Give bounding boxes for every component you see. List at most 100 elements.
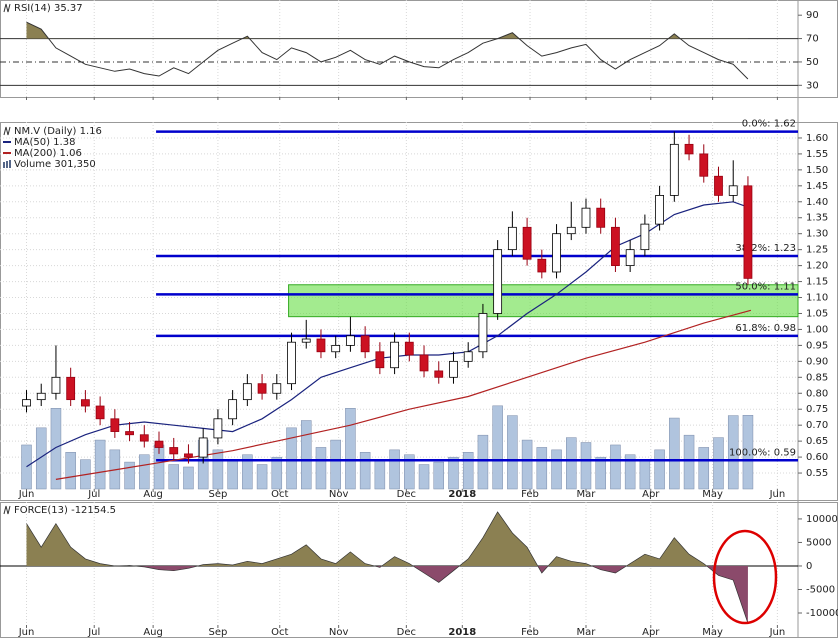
volume-bar <box>183 466 194 490</box>
candle-body <box>316 338 326 353</box>
candle-body <box>95 405 105 420</box>
volume-bar <box>271 456 283 490</box>
volume-bar <box>580 442 592 490</box>
volume-bar <box>551 449 562 490</box>
fib-label: 61.8%: 0.98 <box>735 323 796 334</box>
volume-bar <box>256 464 268 490</box>
candle-body <box>66 376 76 401</box>
candle-body <box>139 434 149 442</box>
volume-bar <box>21 444 32 490</box>
x-tick-label: 2018 <box>448 627 476 638</box>
y-tick-label: 0.80 <box>806 388 828 399</box>
candle-body <box>404 341 414 356</box>
candle-body <box>301 338 311 343</box>
ma-line <box>55 309 752 480</box>
y-tick-label: 0.60 <box>806 452 828 463</box>
legend-swatch <box>9 160 11 168</box>
x-tick-label: Aug <box>143 489 163 500</box>
legend-label: MA(50) 1.38 <box>14 137 75 148</box>
volume-bar <box>566 437 577 490</box>
y-tick-label: 1.40 <box>806 197 828 208</box>
candle-body <box>125 431 134 436</box>
y-tick-label: 1.50 <box>806 165 828 176</box>
x-tick-label: Feb <box>521 489 539 500</box>
y-tick-label: 0 <box>806 561 812 572</box>
candle-body <box>36 392 46 401</box>
volume-bar <box>654 449 665 490</box>
candle-body <box>625 249 635 267</box>
candle-body <box>272 383 282 394</box>
candle-body <box>390 341 399 369</box>
volume-bar <box>462 452 474 490</box>
y-tick-label: 0.70 <box>806 420 828 431</box>
panel-title: NM.V (Daily) 1.16 <box>14 126 102 137</box>
y-tick-label: 1.20 <box>806 261 828 272</box>
y-tick-label: 0.75 <box>806 404 828 415</box>
panel-icon <box>3 126 11 136</box>
x-tick-label: Jun <box>18 489 35 500</box>
x-tick-label: Oct <box>271 489 288 500</box>
candle-body <box>154 440 164 448</box>
candle-body <box>110 418 120 432</box>
volume-bar <box>168 464 179 490</box>
legend-swatch <box>3 162 5 168</box>
force-positive <box>26 511 748 566</box>
candle-body <box>331 344 341 353</box>
candle-body <box>22 399 31 407</box>
candle-body <box>257 383 267 394</box>
y-tick-label: 50 <box>806 57 819 68</box>
volume-bar <box>477 434 489 490</box>
y-tick-label: 1.55 <box>806 149 828 160</box>
candle-body <box>360 335 370 353</box>
candle-body <box>80 399 90 407</box>
y-tick-label: 30 <box>806 80 819 91</box>
legend-label: Volume 301,350 <box>14 159 96 170</box>
candle-body <box>552 233 561 273</box>
volume-bar <box>389 449 400 490</box>
fib-label: 50.0%: 1.11 <box>735 281 796 292</box>
volume-bar <box>65 452 76 490</box>
x-tick-label: Jun <box>769 489 786 500</box>
candle-body <box>728 185 738 196</box>
candle-body <box>449 360 458 378</box>
volume-bar <box>212 449 224 490</box>
candle-body <box>478 313 488 353</box>
candle-body <box>184 453 193 458</box>
volume-bar <box>330 439 341 490</box>
candle-body <box>655 194 665 225</box>
volume-bar <box>139 454 150 490</box>
candle-body <box>346 335 355 346</box>
candle-body <box>434 370 444 378</box>
panel-icon <box>3 3 11 13</box>
x-tick-label: Jul <box>87 489 100 500</box>
x-tick-label: Oct <box>271 627 288 638</box>
panel-icon <box>3 505 11 515</box>
x-tick-label: Aug <box>143 627 163 638</box>
volume-bar <box>521 439 533 490</box>
candle-body <box>684 143 694 155</box>
volume-bar <box>713 437 724 490</box>
y-tick-label: 1.15 <box>806 277 828 288</box>
x-tick-label: Sep <box>208 627 227 638</box>
volume-bar <box>286 427 297 490</box>
x-tick-label: Dec <box>397 627 416 638</box>
y-tick-label: 0.90 <box>806 356 828 367</box>
candle-body <box>375 351 385 369</box>
volume-bar <box>242 454 253 490</box>
candle-body <box>743 185 753 279</box>
x-tick-label: Nov <box>329 627 349 638</box>
volume-bar <box>374 459 386 490</box>
y-tick-label: 1.45 <box>806 181 828 192</box>
candle-body <box>640 223 650 251</box>
x-tick-label: Mar <box>577 489 597 500</box>
y-tick-label: 0.65 <box>806 436 828 447</box>
y-tick-label: 5000 <box>806 537 831 548</box>
y-tick-label: -10000 <box>806 608 838 619</box>
y-tick-label: 1.05 <box>806 308 828 319</box>
volume-bar <box>404 454 415 490</box>
candle-body <box>669 143 679 196</box>
zone <box>288 284 799 318</box>
candle-body <box>228 399 238 420</box>
candle-body <box>419 354 429 372</box>
